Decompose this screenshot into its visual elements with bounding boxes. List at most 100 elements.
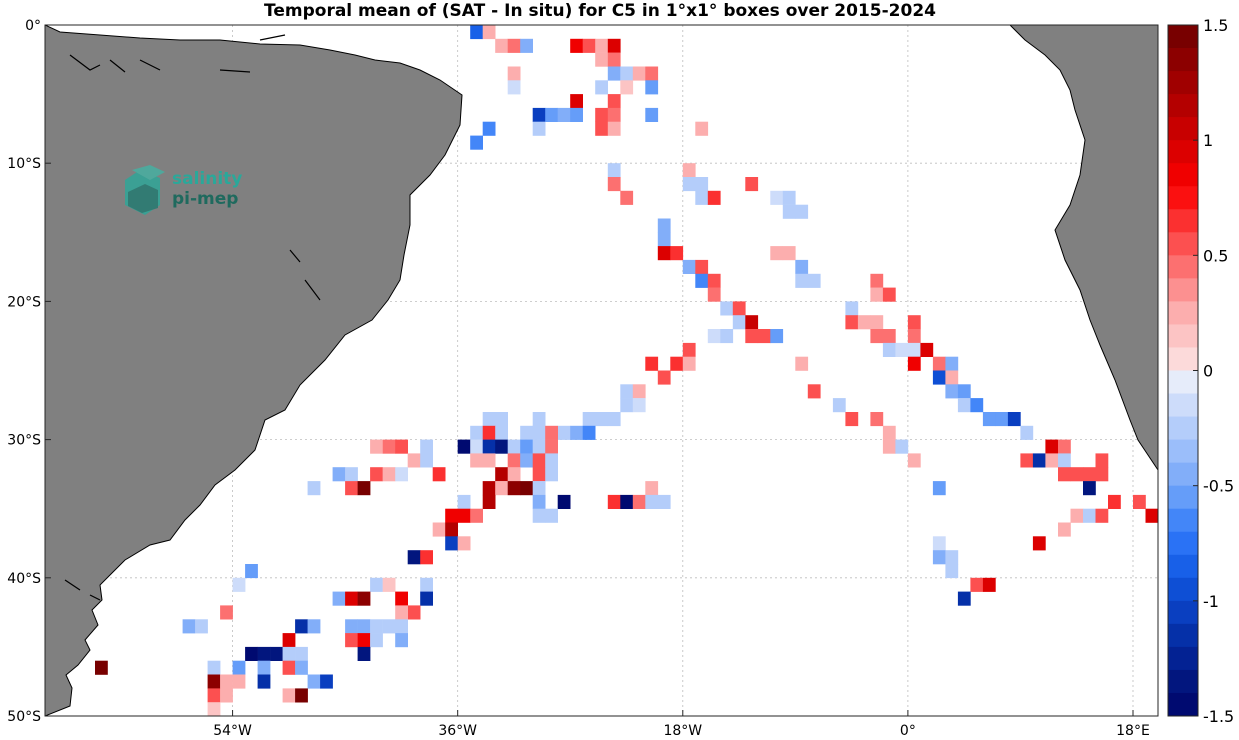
heatmap-cell (607, 66, 621, 81)
heatmap-cell (807, 273, 821, 288)
heatmap-cell (795, 259, 809, 274)
heatmap-cell (507, 439, 521, 454)
colorbar-tick-label: -1.5 (1203, 707, 1234, 726)
heatmap-cell (682, 259, 696, 274)
heatmap-cell (207, 688, 221, 703)
heatmap-cell (682, 163, 696, 178)
heatmap-cell (670, 356, 684, 371)
heatmap-cell (757, 329, 771, 344)
heatmap-cell (495, 38, 508, 53)
heatmap-cell (220, 674, 233, 689)
colorbar-segment (1168, 71, 1198, 95)
heatmap-cell (320, 674, 333, 689)
heatmap-cell (282, 633, 296, 648)
heatmap-cell (307, 481, 321, 496)
heatmap-cell (520, 38, 533, 53)
heatmap-cell (495, 439, 508, 454)
heatmap-cell (545, 107, 558, 122)
heatmap-cell (645, 494, 659, 509)
heatmap-cell (895, 439, 909, 454)
heatmap-cell (632, 398, 646, 413)
heatmap-cell (945, 384, 959, 399)
heatmap-cell (482, 453, 496, 468)
logo-cube-icon (125, 165, 165, 215)
heatmap-cell (920, 342, 934, 357)
heatmap-cell (482, 412, 496, 427)
heatmap-cell (695, 177, 709, 192)
heatmap-cell (420, 577, 433, 592)
heatmap-cell (395, 605, 408, 620)
heatmap-cell (1007, 412, 1021, 427)
heatmap-cell (395, 633, 408, 648)
heatmap-cell (545, 453, 558, 468)
heatmap-cell (670, 246, 684, 261)
heatmap-cell (370, 439, 383, 454)
heatmap-cell (257, 674, 271, 689)
heatmap-cell (220, 688, 233, 703)
colorbar-segment (1168, 94, 1198, 118)
heatmap-cell (332, 467, 346, 482)
heatmap-cell (620, 494, 634, 509)
heatmap-cell (957, 384, 971, 399)
heatmap-cell (520, 481, 533, 496)
heatmap-cell (945, 550, 959, 565)
heatmap-cell (707, 329, 721, 344)
heatmap-cell (770, 246, 784, 261)
y-tick-label: 10°S (7, 156, 41, 172)
heatmap-cell (257, 660, 271, 675)
heatmap-cell (1095, 467, 1109, 482)
heatmap-cell (782, 190, 796, 205)
colorbar-segment (1168, 485, 1198, 510)
heatmap-cell (795, 204, 809, 219)
heatmap-cell (445, 536, 458, 551)
heatmap-cell (795, 356, 809, 371)
heatmap-cell (1032, 536, 1046, 551)
heatmap-cell (520, 425, 533, 440)
heatmap-cell (1145, 508, 1158, 523)
heatmap-cell (557, 425, 571, 440)
heatmap-cell (407, 453, 421, 468)
heatmap-cell (682, 177, 696, 192)
heatmap-cell (457, 536, 471, 551)
heatmap-cell (907, 356, 921, 371)
heatmap-cell (295, 660, 308, 675)
heatmap-cell (1095, 508, 1109, 523)
heatmap-cell (595, 107, 608, 122)
heatmap-cell (495, 412, 508, 427)
colorbar-segment (1168, 577, 1198, 602)
heatmap-cell (870, 329, 884, 344)
colorbar-segment (1168, 393, 1198, 418)
heatmap-cell (582, 38, 596, 53)
heatmap-cell (870, 315, 884, 330)
colorbar-segment (1168, 646, 1198, 671)
heatmap-cell (832, 398, 846, 413)
colorbar-segment (1168, 48, 1198, 72)
heatmap-cell (645, 66, 659, 81)
heatmap-cell (345, 481, 358, 496)
heatmap-cell (607, 107, 621, 122)
heatmap-cell (507, 481, 521, 496)
heatmap-cell (395, 467, 408, 482)
heatmap-cell (307, 619, 321, 634)
heatmap-cell (357, 481, 371, 496)
heatmap-cell (345, 619, 358, 634)
heatmap-cell (295, 619, 308, 634)
heatmap-cell (482, 439, 496, 454)
colorbar-segment (1168, 692, 1198, 717)
heatmap-cell (207, 674, 221, 689)
x-tick-label: 54°W (213, 723, 252, 739)
salinity-pi-mep-logo: salinity pi-mep (125, 165, 242, 215)
heatmap-cell (470, 453, 483, 468)
heatmap-cell (482, 25, 496, 40)
map-frame (44, 24, 1159, 717)
heatmap-cell (282, 688, 296, 703)
heatmap-cell (870, 412, 884, 427)
heatmap-cell (407, 605, 421, 620)
heatmap-cell (1032, 453, 1046, 468)
heatmap-cell (582, 412, 596, 427)
colorbar-tick-label: -0.5 (1203, 477, 1234, 496)
heatmap-cell (445, 508, 458, 523)
x-axis: 54°W 36°W 18°W 0° 18°E (213, 710, 1150, 739)
heatmap-cell (945, 564, 959, 579)
heatmap-cell (532, 412, 546, 427)
